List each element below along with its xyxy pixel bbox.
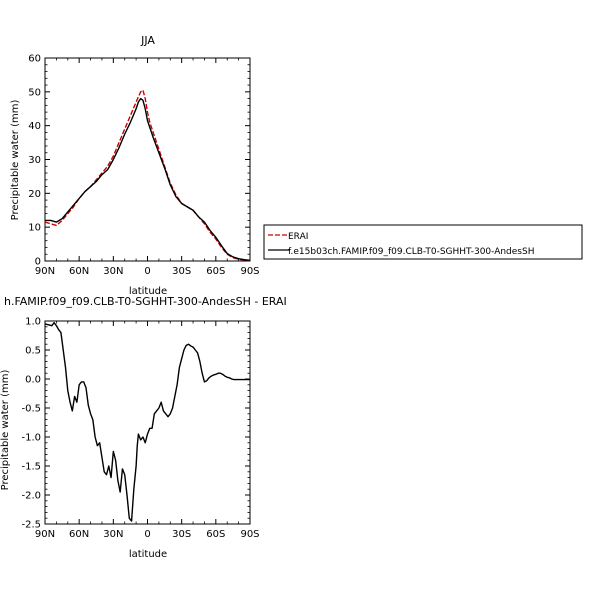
x-tick-label: 90S xyxy=(240,529,259,540)
y-tick-label: 20 xyxy=(28,189,41,200)
y-tick-label: -1.5 xyxy=(21,462,41,473)
top-chart-x-ticks: 90N 60N 30N 0 30S 60S 90S xyxy=(35,58,260,277)
x-tick-label: 60S xyxy=(206,529,225,540)
bottom-chart-ylabel-wrap: Precipitable water (mm) xyxy=(0,370,11,491)
x-tick-label: 60S xyxy=(206,266,225,277)
series-line-erai xyxy=(44,89,251,262)
legend: ERAI f.e15b03ch.FAMIP.f09_f09.CLB-T0-SGH… xyxy=(263,224,583,260)
bottom-chart-frame xyxy=(44,320,251,525)
bottom-chart: h.FAMIP.f09_f09.CLB-T0-SGHHT-300-AndesSH… xyxy=(0,295,287,560)
x-tick-label: 30S xyxy=(172,529,191,540)
top-chart: JJA 0 10 20 30 40 50 60 90N 60N 30N 0 30S 60S 90S la… xyxy=(10,34,260,297)
y-tick-label: -2.0 xyxy=(21,491,41,502)
y-tick-label: 60 xyxy=(28,54,41,65)
bottom-chart-x-ticks: 90N 60N 30N 0 30S 60S 90S xyxy=(35,321,260,540)
x-tick-label: 90S xyxy=(240,266,259,277)
legend-box xyxy=(263,224,583,260)
y-tick-label: 0 xyxy=(35,257,41,268)
bottom-chart-title: h.FAMIP.f09_f09.CLB-T0-SGHHT-300-AndesSH… xyxy=(4,295,287,308)
y-tick-label: 50 xyxy=(28,87,41,98)
x-tick-label: 30N xyxy=(103,529,123,540)
y-tick-label: -0.5 xyxy=(21,404,41,415)
x-tick-label: 0 xyxy=(144,529,150,540)
x-tick-label: 90N xyxy=(35,529,55,540)
y-tick-label: -2.5 xyxy=(21,520,41,531)
x-tick-label: 0 xyxy=(144,266,150,277)
x-tick-label: 60N xyxy=(69,529,89,540)
top-chart-frame xyxy=(44,57,251,262)
x-tick-label: 30S xyxy=(172,266,191,277)
x-tick-label: 60N xyxy=(69,266,89,277)
x-tick-label: 30N xyxy=(103,266,123,277)
legend-label-erai: ERAI xyxy=(288,232,308,242)
top-chart-xlabel: latitude xyxy=(129,286,167,297)
top-chart-y-ticks: 0 10 20 30 40 50 60 xyxy=(28,54,250,268)
bottom-chart-xlabel: latitude xyxy=(129,549,167,560)
series-line-difference xyxy=(44,322,250,522)
top-chart-ylabel: Precipitable water (mm) xyxy=(10,100,21,221)
legend-label-model: f.e15b03ch.FAMIP.f09_f09.CLB-T0-SGHHT-30… xyxy=(288,247,534,257)
bottom-chart-ylabel: Precipitable water (mm) xyxy=(0,370,11,491)
y-tick-label: 0.5 xyxy=(25,346,41,357)
y-tick-label: 0.0 xyxy=(25,375,41,386)
bottom-chart-y-ticks: 1.0 0.5 0.0 -0.5 -1.0 -1.5 -2.0 -2.5 xyxy=(21,317,250,531)
y-tick-label: 1.0 xyxy=(25,317,41,328)
y-tick-label: 30 xyxy=(28,155,41,166)
y-tick-label: 40 xyxy=(28,121,41,132)
y-tick-label: -1.0 xyxy=(21,433,41,444)
top-chart-series xyxy=(44,89,251,262)
bottom-chart-series xyxy=(44,322,250,522)
top-chart-title: JJA xyxy=(140,34,155,47)
y-tick-label: 10 xyxy=(28,223,41,234)
series-line-model xyxy=(45,97,251,262)
x-tick-label: 90N xyxy=(35,266,55,277)
